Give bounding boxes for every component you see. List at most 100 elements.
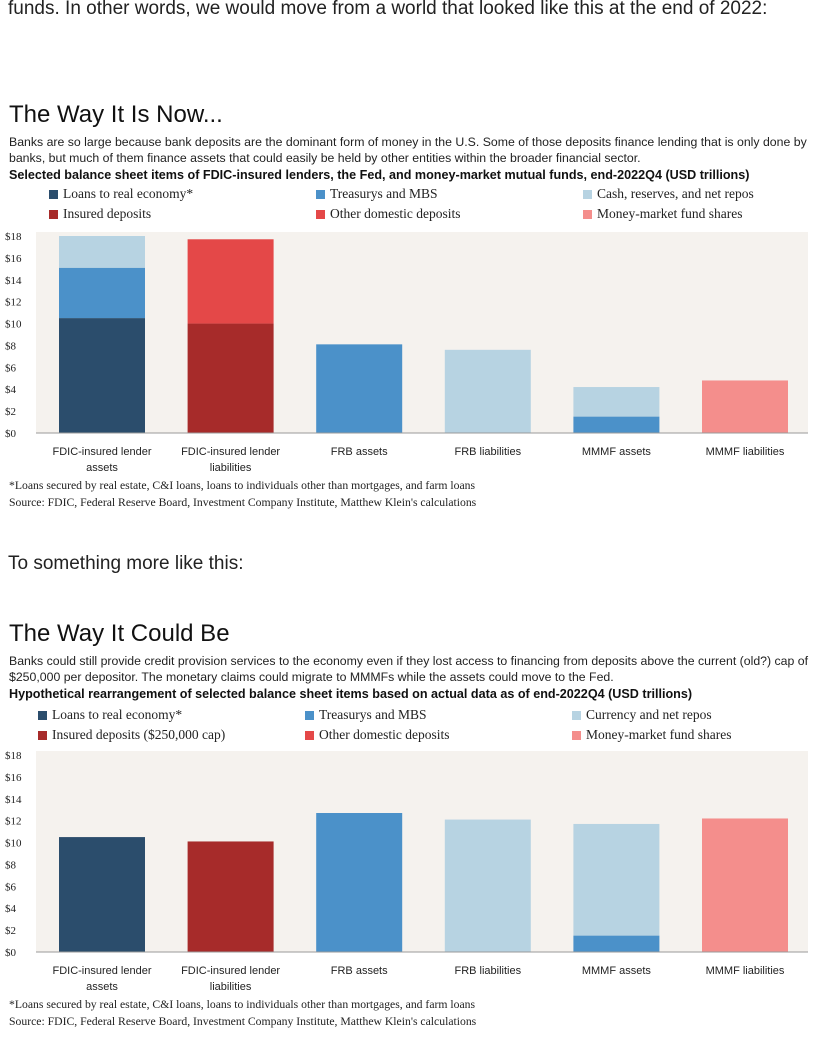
y-tick-label: $2 <box>5 925 16 937</box>
legend-item: Insured deposits ($250,000 cap) <box>38 727 225 743</box>
legend-item: Cash, reserves, and net repos <box>583 186 754 202</box>
chart-plot: $0 $2 $4 $6 $8 $10 $12 $14 $16 $18 FDIC-insured le… <box>5 231 808 474</box>
x-tick-label: MMMF liabilities <box>706 965 785 977</box>
x-tick-label: assets <box>86 462 118 474</box>
legend-label: Cash, reserves, and net repos <box>597 186 754 201</box>
legend-item: Insured deposits <box>49 206 151 222</box>
bar-segment <box>573 416 660 433</box>
x-tick-label: FDIC-insured lender <box>52 446 151 458</box>
legend-label: Insured deposits ($250,000 cap) <box>52 727 226 742</box>
bar-segment <box>444 819 531 952</box>
bar-segment <box>573 935 660 952</box>
y-tick-label: $14 <box>5 794 22 806</box>
y-tick-label: $8 <box>5 340 17 352</box>
legend-swatch <box>316 189 325 199</box>
chart-heading: Selected balance sheet items of FDIC-ins… <box>9 168 750 182</box>
chart-subtitle: Banks are so large because bank deposits… <box>9 135 807 165</box>
bar-segment <box>187 323 274 433</box>
bar-segment <box>59 236 145 268</box>
bar-segment <box>187 239 274 324</box>
bar-segment <box>316 344 403 433</box>
legend-swatch <box>49 189 58 199</box>
legend-swatch <box>305 730 314 740</box>
legend-label: Treasurys and MBS <box>319 707 427 722</box>
chart-heading: Hypothetical rearrangement of selected b… <box>9 687 693 701</box>
bar-segment <box>59 267 145 319</box>
x-tick-label: FRB liabilities <box>454 446 521 458</box>
x-tick-label: assets <box>86 981 118 993</box>
y-tick-label: $16 <box>5 772 22 784</box>
chart-plot: $0 $2 $4 $6 $8 $10 $12 $14 $16 $18 FDIC-insured le… <box>5 750 808 993</box>
y-tick-label: $8 <box>5 859 17 871</box>
legend-swatch <box>572 730 581 740</box>
bar-segment <box>702 818 788 952</box>
legend-swatch <box>316 209 325 219</box>
legend-item: Loans to real economy* <box>38 707 182 723</box>
y-tick-label: $6 <box>5 881 17 893</box>
y-tick-label: $16 <box>5 253 22 265</box>
x-tick-label: FDIC-insured lender <box>181 965 280 977</box>
legend-label: Other domestic deposits <box>319 727 450 742</box>
legend-item: Currency and net repos <box>572 707 712 723</box>
legend-label: Insured deposits <box>63 206 152 221</box>
chart-current: The Way It Is Now... Banks are so large … <box>0 101 817 531</box>
legend-item: Money-market fund shares <box>583 206 742 222</box>
legend-item: Money-market fund shares <box>572 727 731 743</box>
chart-title: The Way It Is Now... <box>9 101 223 128</box>
x-tick-label: MMMF liabilities <box>706 446 785 458</box>
y-tick-label: $4 <box>5 384 17 396</box>
bar-segment <box>59 318 145 433</box>
x-tick-label: liabilities <box>210 462 252 474</box>
x-tick-label: FRB assets <box>331 446 388 458</box>
y-tick-label: $4 <box>5 903 17 915</box>
legend-swatch <box>583 189 592 199</box>
y-tick-label: $12 <box>5 297 22 309</box>
legend-item: Other domestic deposits <box>316 206 460 222</box>
chart-title: The Way It Could Be <box>9 620 230 647</box>
chart-source: Source: FDIC, Federal Reserve Board, Inv… <box>9 1015 477 1028</box>
chart-source: Source: FDIC, Federal Reserve Board, Inv… <box>9 496 477 509</box>
bar-segment <box>187 841 274 952</box>
x-tick-label: FRB assets <box>331 965 388 977</box>
legend-label: Currency and net repos <box>586 707 712 722</box>
legend-item: Other domestic deposits <box>305 727 449 743</box>
legend-label: Loans to real economy* <box>63 186 194 201</box>
legend-label: Treasurys and MBS <box>330 186 438 201</box>
chart-subtitle: Banks could still provide credit provisi… <box>9 654 809 684</box>
legend-label: Money-market fund shares <box>597 206 743 221</box>
intro-paragraph: funds. In other words, we would move fro… <box>8 0 768 19</box>
legend-label: Loans to real economy* <box>52 707 183 722</box>
x-tick-label: liabilities <box>210 981 252 993</box>
legend-item: Treasurys and MBS <box>305 707 427 723</box>
chart-legend: Loans to real economy* Treasurys and MBS… <box>0 186 817 226</box>
y-tick-label: $14 <box>5 275 22 287</box>
y-tick-label: $18 <box>5 231 22 243</box>
bar-segment <box>444 349 531 433</box>
legend-item: Treasurys and MBS <box>316 186 438 202</box>
chart-footnote: *Loans secured by real estate, C&I loans… <box>9 998 476 1011</box>
x-tick-label: FDIC-insured lender <box>52 965 151 977</box>
bar-segment <box>573 823 660 936</box>
y-tick-label: $0 <box>5 947 17 959</box>
bar-segment <box>702 380 788 433</box>
bar-segment <box>59 837 145 952</box>
y-tick-label: $10 <box>5 319 22 331</box>
chart-footnote: *Loans secured by real estate, C&I loans… <box>9 479 476 492</box>
chart-hypothetical: The Way It Could Be Banks could still pr… <box>0 620 817 1050</box>
x-tick-label: MMMF assets <box>582 965 652 977</box>
chart-legend: Loans to real economy* Treasurys and MBS… <box>0 705 817 745</box>
legend-label: Money-market fund shares <box>586 727 732 742</box>
y-tick-label: $12 <box>5 816 22 828</box>
y-tick-label: $0 <box>5 428 17 440</box>
y-tick-label: $6 <box>5 362 17 374</box>
transition-paragraph: To something more like this: <box>8 553 244 574</box>
x-tick-label: MMMF assets <box>582 446 652 458</box>
bar-segment <box>573 387 660 417</box>
legend-swatch <box>572 710 581 720</box>
legend-swatch <box>38 730 47 740</box>
y-tick-label: $10 <box>5 838 22 850</box>
x-tick-label: FRB liabilities <box>454 965 521 977</box>
x-tick-label: FDIC-insured lender <box>181 446 280 458</box>
bar-segment <box>316 813 403 952</box>
plot-background <box>36 232 808 433</box>
